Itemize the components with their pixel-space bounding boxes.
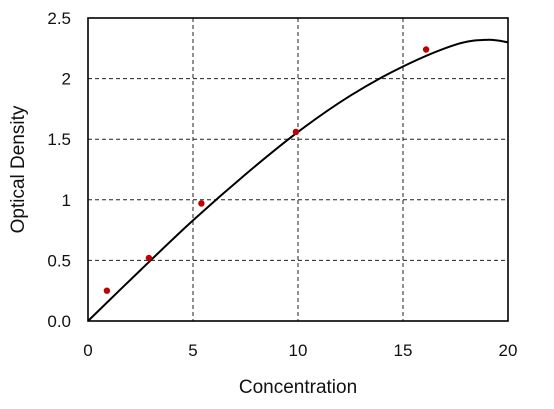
data-point <box>198 200 205 207</box>
data-point <box>422 46 430 53</box>
y-tick-label: 1 <box>62 191 71 210</box>
x-axis-ticks: 0 5 10 15 20 <box>83 341 517 360</box>
x-tick-label: 15 <box>394 341 413 360</box>
y-tick-label: 1.5 <box>47 130 71 149</box>
data-points <box>103 46 430 294</box>
x-tick-label: 5 <box>188 341 197 360</box>
y-tick-label: 2.5 <box>47 9 71 28</box>
y-tick-label: 0.5 <box>47 251 71 270</box>
plot-area-frame <box>87 17 509 322</box>
grid <box>88 18 508 321</box>
y-tick-label: 0.0 <box>47 312 71 331</box>
data-point <box>145 254 153 262</box>
data-point <box>103 287 111 294</box>
y-tick-label: 2 <box>62 70 71 89</box>
fit-curve <box>87 38 509 322</box>
x-axis-title: Concentration <box>239 377 357 398</box>
y-axis-ticks: 0.0 0.5 1 1.5 2 2.5 <box>47 9 71 331</box>
fit-curve-layer <box>87 38 509 322</box>
x-tick-label: 10 <box>289 341 308 360</box>
data-point <box>292 128 300 136</box>
y-axis-title: Optical Density <box>8 105 29 233</box>
x-tick-label: 0 <box>83 341 92 360</box>
x-tick-label: 20 <box>499 341 518 360</box>
